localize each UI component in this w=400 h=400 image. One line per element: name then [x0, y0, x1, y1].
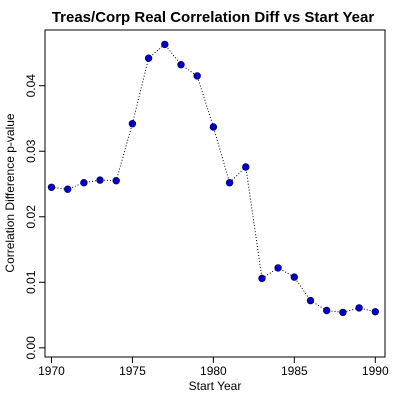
- data-point: [290, 273, 298, 281]
- data-point: [209, 123, 218, 131]
- x-axis: 1970 1975 1980 1985 1990: [38, 357, 389, 378]
- data-point: [274, 264, 282, 272]
- data-point: [47, 183, 56, 192]
- data-point: [80, 179, 88, 187]
- data-point: [161, 40, 169, 49]
- x-tick-label: 1985: [281, 364, 308, 378]
- data-point: [339, 308, 347, 317]
- data-point: [258, 274, 266, 283]
- data-point: [225, 179, 234, 187]
- y-tick-label: 0.00: [24, 336, 38, 360]
- data-point: [144, 54, 153, 62]
- data-point: [96, 176, 104, 184]
- x-axis-label: Start Year: [189, 379, 242, 393]
- data-point: [64, 185, 72, 193]
- data-point: [193, 72, 201, 80]
- data-point: [128, 120, 137, 128]
- data-point: [112, 177, 120, 185]
- y-axis: 0.00 0.01 0.02 0.03 0.04: [24, 74, 45, 360]
- data-point: [355, 304, 363, 312]
- x-tick-label: 1975: [119, 364, 146, 378]
- chart-title: Treas/Corp Real Correlation Diff vs Star…: [52, 9, 375, 26]
- data-point: [177, 60, 185, 69]
- y-tick-label: 0.03: [24, 139, 38, 163]
- data-point: [371, 308, 379, 316]
- series-line: [51, 43, 376, 313]
- data-point: [306, 296, 315, 305]
- y-axis-label: Correlation Difference p-value: [3, 113, 17, 273]
- x-tick-label: 1980: [200, 364, 227, 378]
- data-point: [323, 306, 331, 315]
- data-points: [47, 40, 379, 317]
- data-point: [242, 163, 250, 171]
- y-tick-label: 0.04: [24, 74, 38, 98]
- x-tick-label: 1990: [362, 364, 389, 378]
- y-tick-label: 0.02: [24, 205, 38, 229]
- x-tick-label: 1970: [38, 364, 65, 378]
- plot-frame: [44, 29, 386, 358]
- y-tick-label: 0.01: [24, 270, 38, 294]
